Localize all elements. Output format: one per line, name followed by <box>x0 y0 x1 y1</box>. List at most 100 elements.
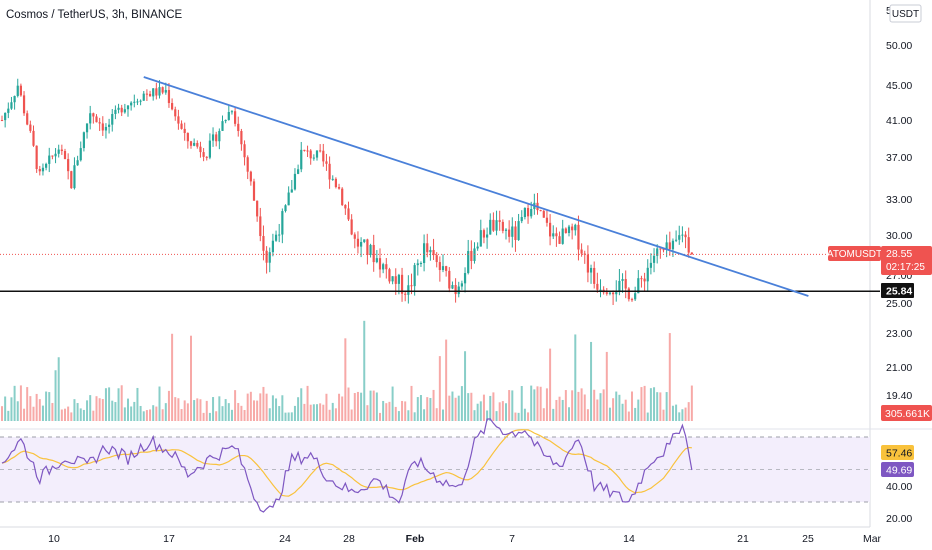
volume-bar <box>161 409 164 421</box>
candle-body <box>668 242 671 250</box>
candle-body <box>271 240 274 253</box>
volume-bar <box>451 391 454 421</box>
volume-bar <box>101 399 104 421</box>
candle-body <box>262 236 265 251</box>
candle-body <box>344 205 347 209</box>
candle-body <box>268 252 271 263</box>
volume-bar <box>605 351 608 421</box>
candle-body <box>126 105 130 110</box>
volume-bar <box>489 395 492 421</box>
volume-bar <box>57 357 60 421</box>
volume-bar <box>281 395 284 421</box>
time-tick: 17 <box>163 533 175 545</box>
volume-bar <box>196 398 199 421</box>
volume-bar <box>404 401 407 421</box>
volume-bar <box>545 388 548 421</box>
volume-bar <box>271 395 274 421</box>
candle-body <box>145 93 148 95</box>
volume-bar <box>284 412 287 421</box>
candle-body <box>155 88 158 96</box>
volume-bar <box>612 398 615 421</box>
candle-body <box>501 221 504 231</box>
candle-body <box>252 181 256 201</box>
candle-body <box>303 149 306 151</box>
candle-body <box>152 88 155 97</box>
volume-bar <box>341 396 344 421</box>
candle-body <box>583 253 586 255</box>
volume-bar <box>375 392 378 421</box>
volume-bar <box>205 400 208 421</box>
volume-bar <box>82 409 85 421</box>
candle-body <box>89 113 92 124</box>
candle-body <box>230 111 234 113</box>
candle-body <box>489 219 492 235</box>
candle-body <box>95 116 98 123</box>
volume-bar <box>681 409 684 421</box>
candle-body <box>640 278 643 280</box>
volume-bar <box>32 406 35 421</box>
candle-body <box>54 153 57 157</box>
candle-body <box>684 234 687 238</box>
candle-body <box>665 242 668 250</box>
candle-body <box>445 266 448 271</box>
candle-body <box>309 150 312 159</box>
candle-body <box>426 243 429 253</box>
volume-bar <box>167 390 170 421</box>
volume-bar <box>180 409 183 421</box>
candle-body <box>454 285 457 295</box>
volume-bar <box>662 409 665 421</box>
candle-body <box>577 224 580 250</box>
candle-body <box>16 85 19 96</box>
candle-body <box>486 234 489 238</box>
volume-bar <box>624 399 627 421</box>
candle-body <box>353 234 356 239</box>
candle-body <box>7 108 10 113</box>
volume-bar <box>555 399 558 421</box>
candle-body <box>350 219 353 235</box>
candle-body <box>70 171 73 189</box>
volume-bar <box>486 410 489 421</box>
candle-body <box>605 292 608 294</box>
candle-body <box>687 237 690 253</box>
time-tick: 10 <box>48 533 60 545</box>
volume-value-label: 305.661K <box>881 405 932 421</box>
volume-bar <box>643 385 646 421</box>
volume-bar <box>234 390 237 421</box>
volume-bar <box>464 351 467 421</box>
volume-bar <box>76 403 79 421</box>
candle-body <box>205 156 208 158</box>
candle-body <box>441 266 445 271</box>
candle-body <box>410 285 413 287</box>
volume-bar <box>631 391 633 421</box>
candle-body <box>111 113 114 125</box>
volume-bar <box>240 405 243 421</box>
candle-body <box>561 228 564 244</box>
candle-body <box>511 226 514 237</box>
candle-body <box>360 241 363 247</box>
volume-bar <box>290 412 293 421</box>
last-price-label: 28.55 02:17:25 <box>881 246 932 275</box>
volume-bar <box>514 412 517 421</box>
volume-bar <box>29 396 32 421</box>
price-tick: 37.00 <box>886 152 912 164</box>
volume-bar <box>120 385 123 421</box>
candle-body <box>215 134 218 142</box>
volume-bar <box>590 341 593 421</box>
volume-bar <box>536 386 539 421</box>
descending-trendline[interactable] <box>143 76 809 297</box>
candle-body <box>4 112 7 121</box>
candle-body <box>530 209 533 217</box>
volume-bar <box>511 390 514 421</box>
candle-body <box>35 145 38 170</box>
candle-body <box>325 161 328 164</box>
currency-badge[interactable]: USDT <box>889 4 922 23</box>
volume-bar <box>92 410 95 421</box>
volume-bar <box>158 386 161 421</box>
volume-bar <box>353 393 356 421</box>
volume-bar <box>64 408 66 421</box>
volume-bar <box>35 393 38 421</box>
volume-bar <box>539 386 542 421</box>
volume-bar <box>130 406 133 421</box>
candle-body <box>589 267 593 273</box>
